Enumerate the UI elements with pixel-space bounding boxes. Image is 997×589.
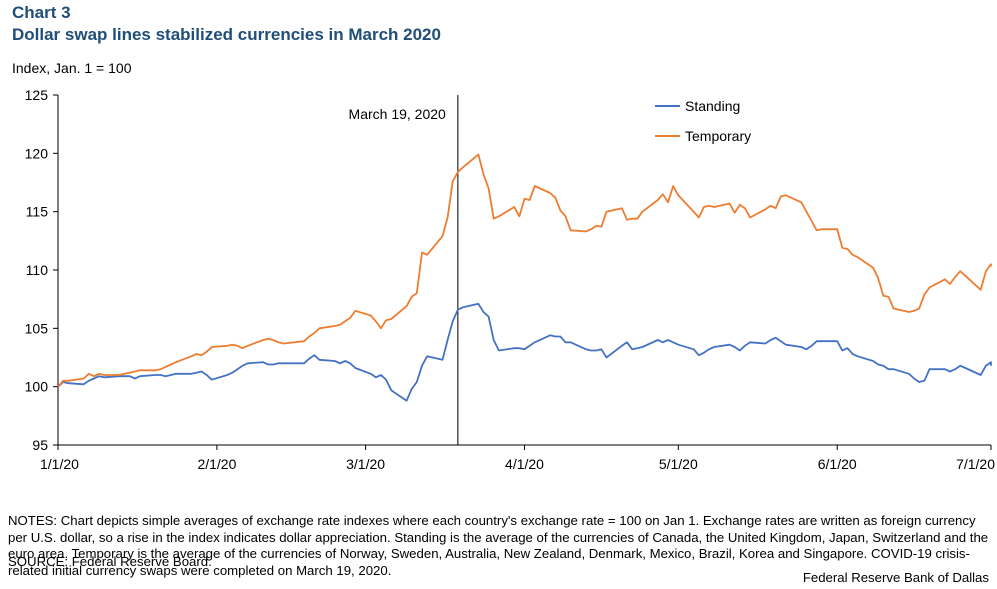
y-tick-label: 105 — [25, 320, 49, 336]
chart-title: Dollar swap lines stabilized currencies … — [12, 25, 441, 44]
axis-layer: 95 100 105 110 115 120 125 1/1/20 2/1/20 3/1/20 4/… — [25, 87, 996, 472]
x-tick-label: 6/1/20 — [818, 456, 857, 472]
line-chart: 95 100 105 110 115 120 125 1/1/20 2/1/20 3/1/20 4/… — [25, 87, 996, 472]
chart-notes: NOTES: Chart depicts simple averages of … — [8, 513, 989, 578]
series-layer — [57, 153, 992, 402]
series-line-standing — [57, 302, 992, 402]
x-tick-label: 5/1/20 — [659, 456, 698, 472]
x-tick-label: 7/1/20 — [956, 456, 995, 472]
x-tick-label: 2/1/20 — [197, 456, 236, 472]
legend-label-temporary: Temporary — [685, 128, 751, 144]
y-tick-label: 110 — [26, 262, 49, 278]
x-tick-label: 3/1/20 — [346, 456, 385, 472]
y-tick-label: 100 — [25, 379, 49, 395]
chart-number: Chart 3 — [12, 3, 71, 22]
series-line-temporary — [57, 153, 992, 388]
annotation-layer: March 19, 2020 — [349, 95, 459, 445]
y-tick-label: 115 — [26, 204, 49, 220]
legend: Standing Temporary — [655, 98, 751, 144]
publisher-credit: Federal Reserve Bank of Dallas — [802, 570, 989, 585]
annotation-label: March 19, 2020 — [349, 106, 446, 122]
y-tick-label: 125 — [25, 87, 49, 103]
y-tick-label: 120 — [25, 145, 49, 161]
x-tick-label: 4/1/20 — [505, 456, 544, 472]
x-tick-label: 1/1/20 — [40, 456, 79, 472]
y-tick-label: 95 — [32, 437, 48, 453]
legend-label-standing: Standing — [685, 98, 740, 114]
y-axis-unit-label: Index, Jan. 1 = 100 — [12, 60, 132, 76]
chart-source: SOURCE: Federal Reserve Board. — [8, 554, 212, 569]
